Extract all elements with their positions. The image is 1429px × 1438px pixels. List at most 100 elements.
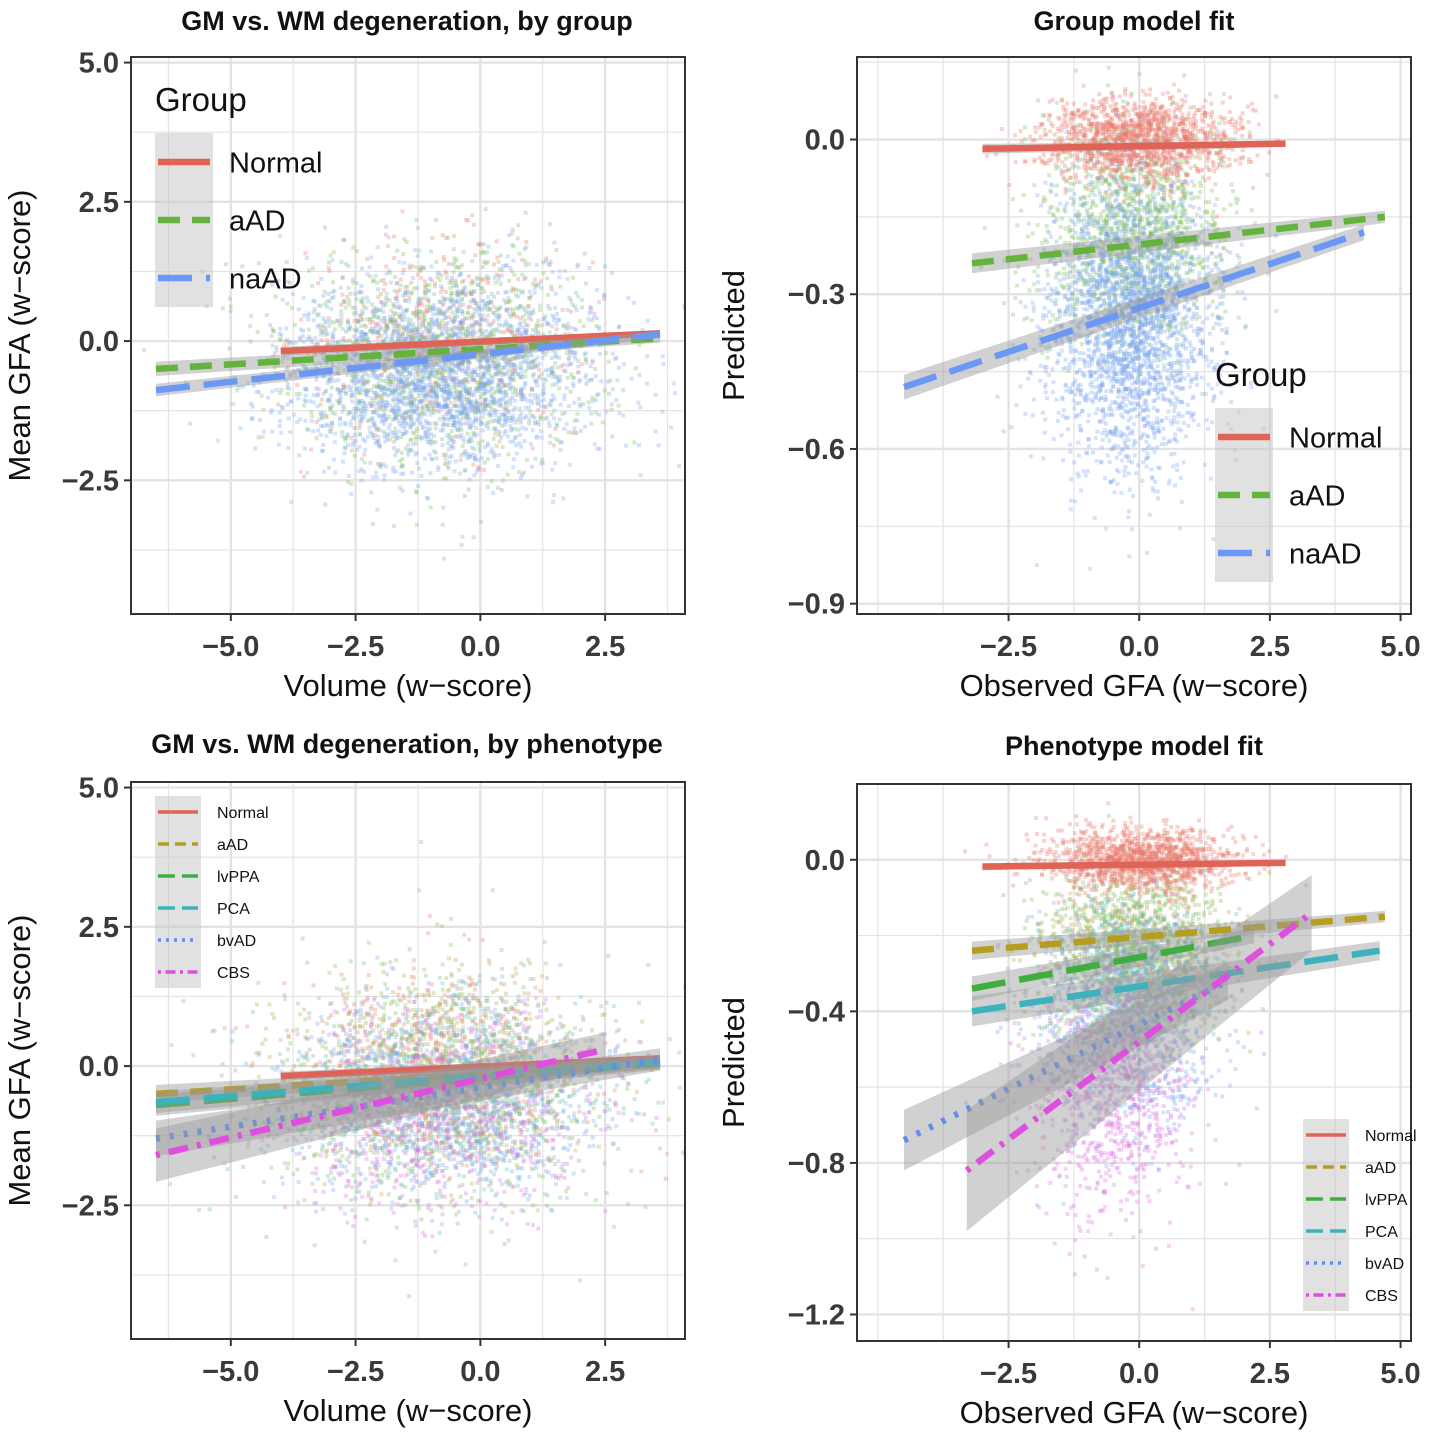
scatter-point [487,383,492,388]
scatter-point [602,264,607,269]
scatter-point [369,255,374,260]
scatter-point [1146,121,1151,126]
scatter-point [1155,213,1160,218]
scatter-point [485,363,490,368]
scatter-point [442,461,447,466]
scatter-point [394,387,399,392]
scatter-point [539,413,544,418]
scatter-point [420,403,425,408]
scatter-point [1183,195,1188,200]
scatter-point [410,264,415,269]
scatter-point [434,323,439,328]
scatter-point [458,398,463,403]
scatter-point [1104,137,1109,142]
scatter-point [495,355,500,359]
scatter-point [1132,134,1137,139]
scatter-point [452,331,457,336]
scatter-point [1085,152,1090,156]
scatter-point [508,357,513,362]
scatter-point [454,426,459,431]
scatter-point [396,382,401,387]
scatter-point [536,393,540,398]
scatter-point [1177,220,1182,225]
scatter-point [379,393,384,398]
scatter-point [1136,329,1141,334]
scatter-point [457,379,461,384]
scatter-point [1200,265,1205,270]
scatter-point [304,387,309,392]
scatter-point [633,366,638,371]
scatter-point [387,349,392,354]
scatter-point [422,386,427,391]
scatter-point [355,327,359,332]
scatter-point [1179,162,1183,167]
scatter-point [1106,236,1111,241]
scatter-point [408,511,413,516]
scatter-point [1168,203,1173,208]
scatter-point [403,309,408,314]
scatter-point [403,285,408,290]
scatter-point [329,420,334,425]
scatter-point [1090,187,1095,192]
scatter-point [388,380,393,384]
scatter-point [1182,187,1187,191]
scatter-point [428,368,433,373]
scatter-point [441,345,446,350]
scatter-point [1152,194,1157,199]
scatter-point [493,413,498,418]
scatter-point [469,399,473,404]
scatter-point [1220,164,1225,169]
scatter-point [378,462,383,467]
scatter-point [412,421,416,426]
scatter-point [479,383,483,388]
scatter-point [469,402,474,406]
scatter-point [455,434,460,438]
scatter-point [349,491,354,496]
scatter-point [450,348,455,353]
scatter-point [1127,196,1132,201]
scatter-point [1114,280,1119,285]
scatter-point [359,329,364,334]
scatter-point [1228,202,1233,207]
scatter-point [492,361,497,366]
scatter-point [1097,296,1102,301]
scatter-point [1111,274,1116,279]
scatter-point [555,423,559,428]
scatter-point [519,391,523,396]
scatter-point [463,403,468,407]
scatter-point [465,310,470,315]
scatter-point [595,393,600,398]
scatter-point [374,384,379,389]
scatter-point [383,464,388,469]
scatter-point [502,406,507,411]
scatter-point [276,442,281,447]
scatter-point [402,313,407,318]
scatter-point [397,377,402,382]
scatter-point [519,387,524,392]
scatter-point [489,380,494,385]
scatter-point [306,427,311,432]
scatter-point [441,453,446,457]
scatter-point [314,386,319,391]
scatter-point [1170,205,1175,210]
scatter-point [359,317,364,321]
scatter-point [342,435,347,440]
scatter-point [443,456,448,461]
scatter-point [285,337,290,342]
scatter-point [1138,199,1143,204]
scatter-point [382,368,387,373]
scatter-point [1171,315,1176,320]
scatter-point [548,403,553,408]
scatter-point [1160,278,1165,283]
scatter-point [595,446,600,451]
scatter-point [1146,287,1151,292]
scatter-point [465,334,470,338]
scatter-point [370,433,375,438]
scatter-point [463,285,468,290]
scatter-point [373,402,378,407]
scatter-point [479,420,484,425]
scatter-point [452,369,457,374]
scatter-point [473,301,478,306]
scatter-point [346,285,351,290]
scatter-point [1075,215,1080,219]
